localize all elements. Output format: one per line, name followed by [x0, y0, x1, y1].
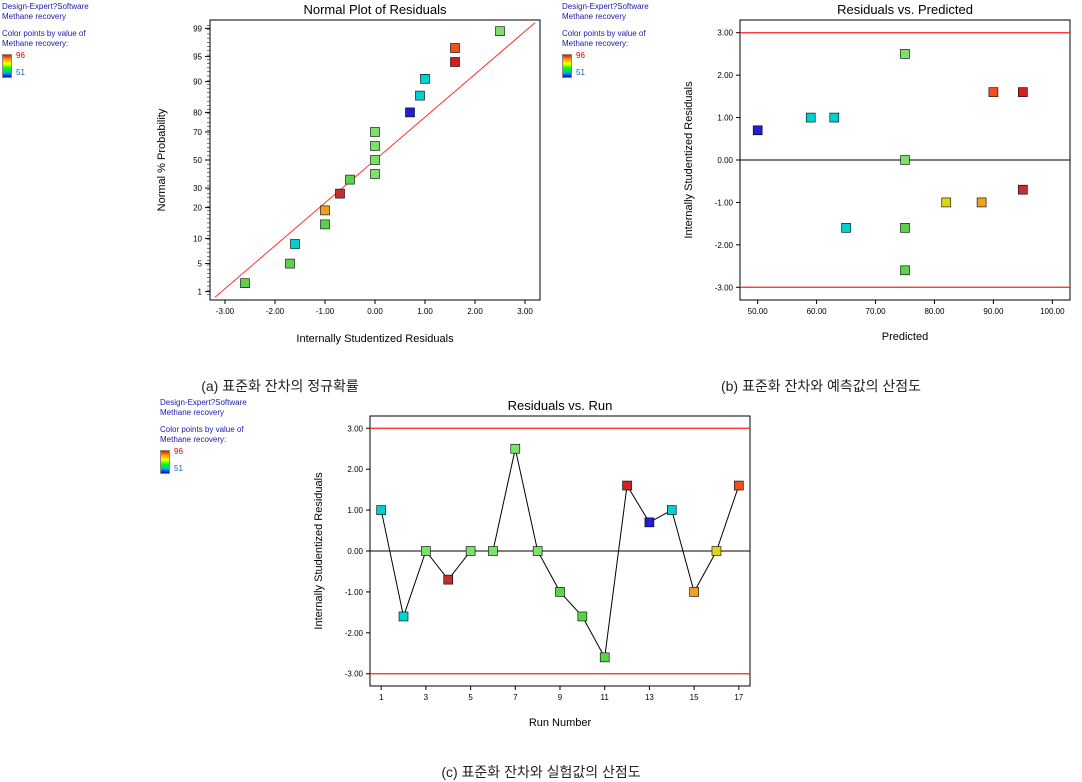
legend-software: Design-Expert?Software [562, 2, 649, 12]
svg-text:3: 3 [424, 693, 429, 702]
colorbar-min: 51 [576, 68, 585, 78]
svg-text:3.00: 3.00 [347, 424, 363, 433]
svg-text:3.00: 3.00 [717, 29, 733, 38]
svg-text:15: 15 [690, 693, 699, 702]
panel-b-residuals-vs-predicted: Residuals vs. Predicted 50.00 60.00 70.00 80… [560, 0, 1082, 396]
svg-text:1.00: 1.00 [417, 307, 433, 316]
svg-text:50.00: 50.00 [748, 307, 769, 316]
svg-text:90: 90 [193, 78, 202, 87]
svg-text:Internally Studentized Residua: Internally Studentized Residuals [296, 333, 454, 345]
legend-software: Design-Expert?Software [160, 398, 247, 408]
svg-text:Normal Plot of Residuals: Normal Plot of Residuals [303, 2, 447, 17]
svg-text:2.00: 2.00 [347, 465, 363, 474]
svg-text:70: 70 [193, 128, 202, 137]
legend-response: Methane recovery [562, 12, 649, 22]
legend-response: Methane recovery [2, 12, 89, 22]
svg-text:0.00: 0.00 [717, 156, 733, 165]
svg-text:Run Number: Run Number [529, 717, 592, 729]
svg-text:-1.00: -1.00 [316, 307, 335, 316]
svg-text:Internally Studentized Residua: Internally Studentized Residuals [683, 81, 695, 239]
svg-text:70.00: 70.00 [866, 307, 887, 316]
svg-text:5: 5 [468, 693, 473, 702]
svg-text:10: 10 [193, 234, 202, 243]
legend-box: Design-Expert?SoftwareMethane recovery Co… [2, 2, 89, 81]
panel-c-residuals-vs-run: Residuals vs. Run1357911131517-3.00-2.00… [0, 396, 1082, 782]
colorbar-icon [562, 54, 572, 78]
legend-response: Methane recovery [160, 408, 247, 418]
colorbar-min: 51 [16, 68, 25, 78]
svg-text:17: 17 [734, 693, 743, 702]
svg-text:-2.00: -2.00 [345, 629, 364, 638]
colorbar-min: 51 [174, 464, 183, 474]
svg-text:1.00: 1.00 [717, 114, 733, 123]
svg-text:13: 13 [645, 693, 654, 702]
svg-text:20: 20 [193, 204, 202, 213]
svg-text:1.00: 1.00 [347, 506, 363, 515]
svg-text:9: 9 [558, 693, 563, 702]
colorbar-max: 96 [576, 51, 585, 61]
svg-text:Residuals vs. Predicted: Residuals vs. Predicted [837, 2, 973, 17]
svg-text:-1.00: -1.00 [715, 198, 734, 207]
bottom-row: Residuals vs. Run1357911131517-3.00-2.00… [0, 396, 1082, 782]
colorbar-icon [160, 450, 170, 474]
svg-text:Predicted: Predicted [882, 331, 928, 343]
svg-text:3.00: 3.00 [517, 307, 533, 316]
svg-text:2.00: 2.00 [717, 71, 733, 80]
legend-colorby: Color points by value of [160, 425, 247, 435]
svg-text:Residuals vs. Run: Residuals vs. Run [508, 398, 613, 413]
svg-text:Internally Studentized Residua: Internally Studentized Residuals [313, 472, 325, 630]
svg-text:90.00: 90.00 [983, 307, 1004, 316]
svg-text:7: 7 [513, 693, 518, 702]
colorbar-max: 96 [16, 51, 25, 61]
svg-text:Normal % Probability: Normal % Probability [156, 108, 168, 211]
svg-text:0.00: 0.00 [367, 307, 383, 316]
svg-text:-3.00: -3.00 [216, 307, 235, 316]
svg-text:-3.00: -3.00 [345, 670, 364, 679]
colorbar-icon [2, 54, 12, 78]
svg-text:50: 50 [193, 156, 202, 165]
legend-colorby: Color points by value of [2, 29, 89, 39]
legend-software: Design-Expert?Software [2, 2, 89, 12]
legend-box: Design-Expert?SoftwareMethane recovery Co… [160, 398, 247, 477]
svg-text:5: 5 [198, 260, 203, 269]
svg-text:-3.00: -3.00 [715, 283, 734, 292]
legend-colorby: Color points by value of [562, 29, 649, 39]
svg-text:0.00: 0.00 [347, 547, 363, 556]
panelC-caption: (c) 표준화 잔차와 실험값의 산점도 [0, 762, 1082, 782]
svg-text:-2.00: -2.00 [266, 307, 285, 316]
svg-text:1: 1 [379, 693, 384, 702]
svg-text:2.00: 2.00 [467, 307, 483, 316]
svg-text:-2.00: -2.00 [715, 241, 734, 250]
svg-text:30: 30 [193, 184, 202, 193]
legend-colorfield: Methane recovery: [160, 435, 247, 445]
colorbar-max: 96 [174, 447, 183, 457]
svg-text:99: 99 [193, 24, 202, 33]
svg-text:60.00: 60.00 [807, 307, 828, 316]
svg-text:1: 1 [198, 288, 203, 297]
legend-colorfield: Methane recovery: [2, 39, 89, 49]
svg-text:11: 11 [601, 693, 610, 702]
panelB-caption: (b) 표준화 잔차와 예측값의 산점도 [560, 376, 1082, 396]
panel-a-normal-plot: Normal Plot of Residuals -3.00 -2.00 -1.00 0… [0, 0, 560, 396]
top-row: Normal Plot of Residuals -3.00 -2.00 -1.00 0… [0, 0, 1082, 396]
svg-text:-1.00: -1.00 [345, 588, 364, 597]
panel-a-caption: (a) 표준화 잔차의 정규확률 [0, 376, 560, 396]
svg-text:100.00: 100.00 [1040, 307, 1065, 316]
svg-text:95: 95 [193, 52, 202, 61]
svg-text:80: 80 [193, 108, 202, 117]
svg-text:80.00: 80.00 [924, 307, 945, 316]
legend-box: Design-Expert?SoftwareMethane recovery Co… [562, 2, 649, 81]
legend-colorfield: Methane recovery: [562, 39, 649, 49]
